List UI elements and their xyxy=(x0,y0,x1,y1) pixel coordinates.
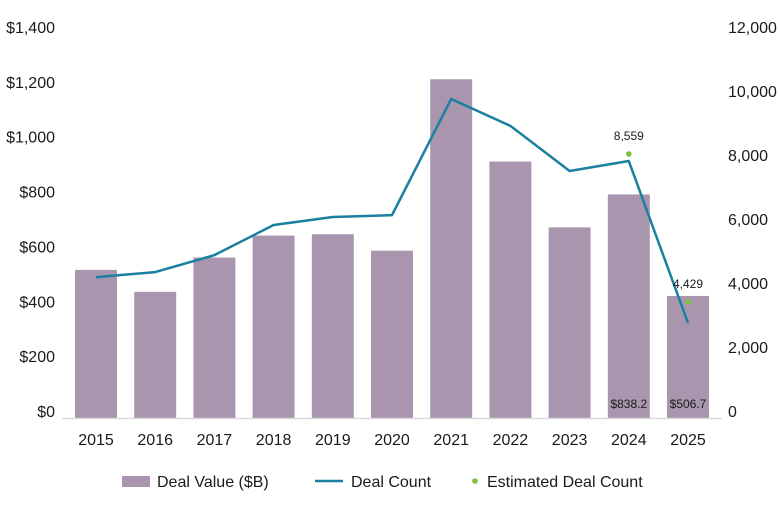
y2-tick-label: 8,000 xyxy=(728,148,768,165)
y-tick-label: $800 xyxy=(19,185,55,202)
y-tick-label: $400 xyxy=(19,294,55,311)
x-tick-label: 2025 xyxy=(670,432,706,449)
bar-2015 xyxy=(75,269,117,418)
y2-tick-label: 6,000 xyxy=(728,212,768,229)
bar-2018 xyxy=(252,235,295,418)
estimate-value-label: 4,429 xyxy=(673,277,703,291)
data-labels: $838.2 $506.7 8,559 4,429 xyxy=(610,129,706,411)
y-axis-left: $0 $200 $400 $600 $800 $1,000 $1,200 $1,400 xyxy=(6,20,55,421)
y-tick-label: $1,200 xyxy=(6,75,55,92)
bar-2016 xyxy=(134,291,177,418)
x-tick-label: 2022 xyxy=(493,432,529,449)
y-tick-label: $1,000 xyxy=(6,130,55,147)
y2-tick-label: 10,000 xyxy=(728,84,777,101)
bar-2023 xyxy=(548,227,591,418)
legend-label-deal-count: Deal Count xyxy=(351,474,432,491)
legend: Deal Value ($B) Deal Count Estimated Dea… xyxy=(122,474,643,491)
x-tick-label: 2017 xyxy=(197,432,233,449)
x-tick-label: 2024 xyxy=(611,432,647,449)
y-tick-label: $600 xyxy=(19,239,55,256)
bar-2022 xyxy=(489,161,532,419)
x-tick-label: 2018 xyxy=(256,432,292,449)
deal-count-line xyxy=(95,97,690,324)
legend-label-estimated: Estimated Deal Count xyxy=(487,474,643,491)
y2-tick-label: 0 xyxy=(728,404,737,421)
x-tick-label: 2020 xyxy=(374,432,410,449)
y2-tick-label: 12,000 xyxy=(728,20,777,37)
bar-value-label: $506.7 xyxy=(670,397,707,411)
estimate-value-label: 8,559 xyxy=(614,129,644,143)
estimated-point-2024 xyxy=(626,151,632,157)
legend-swatch-deal-value xyxy=(122,476,150,487)
y2-tick-label: 2,000 xyxy=(728,340,768,357)
x-tick-label: 2023 xyxy=(552,432,588,449)
legend-swatch-estimated xyxy=(472,478,478,484)
bar-2020 xyxy=(371,250,413,418)
y-tick-label: $200 xyxy=(19,349,55,366)
x-tick-label: 2015 xyxy=(78,432,114,449)
lines xyxy=(95,97,691,324)
y-axis-right: 0 2,000 4,000 6,000 8,000 10,000 12,000 xyxy=(728,20,777,421)
x-tick-label: 2021 xyxy=(433,432,469,449)
bar-value-label: $838.2 xyxy=(610,397,647,411)
y-tick-label: $1,400 xyxy=(6,20,55,37)
estimated-point-2025 xyxy=(685,299,691,305)
legend-label-deal-value: Deal Value ($B) xyxy=(157,474,269,491)
bar-2017 xyxy=(193,257,236,418)
bar-2025 xyxy=(667,295,709,418)
y-tick-label: $0 xyxy=(37,404,55,421)
x-tick-label: 2016 xyxy=(137,432,173,449)
bars xyxy=(75,79,709,419)
x-axis: 2015 2016 2017 2018 2019 2020 2021 2022 2023 2024… xyxy=(78,432,706,449)
y2-tick-label: 4,000 xyxy=(728,276,768,293)
bar-2019 xyxy=(311,234,354,418)
bar-2021 xyxy=(430,79,473,418)
bar-2024 xyxy=(607,194,650,418)
x-tick-label: 2019 xyxy=(315,432,351,449)
